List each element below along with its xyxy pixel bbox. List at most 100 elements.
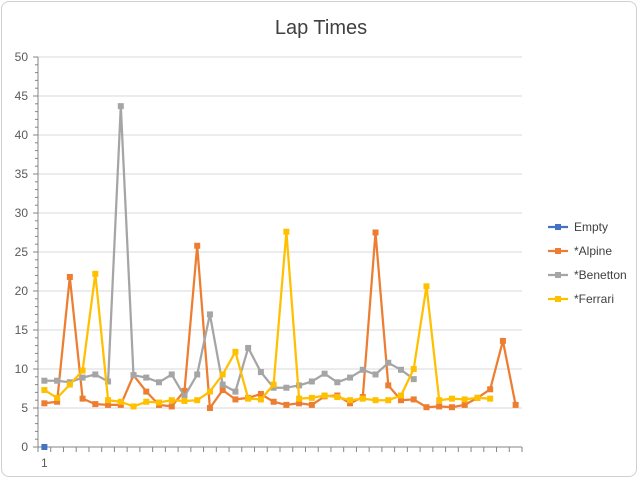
data-point	[92, 270, 99, 277]
x-axis-ticks: 1	[37, 447, 523, 470]
data-point	[512, 401, 519, 408]
data-point	[410, 396, 417, 403]
data-point	[347, 397, 354, 404]
data-point	[130, 372, 137, 379]
data-point	[54, 398, 61, 405]
legend-item: *Benetton	[548, 268, 627, 282]
data-point	[347, 374, 354, 381]
series-2	[41, 103, 417, 400]
data-point	[79, 367, 86, 374]
x-tick-label: 1	[41, 456, 48, 470]
legend-swatch-marker	[555, 296, 561, 302]
data-point	[168, 403, 175, 410]
data-point	[448, 404, 455, 411]
data-point	[219, 371, 226, 378]
data-point	[308, 394, 315, 401]
legend-label: *Alpine	[574, 244, 612, 258]
data-point	[257, 396, 264, 403]
y-tick-label: 5	[21, 401, 28, 415]
data-point	[105, 378, 112, 385]
legend-item: *Ferrari	[548, 292, 614, 306]
data-point	[66, 381, 73, 388]
data-point	[487, 395, 494, 402]
y-tick-label: 40	[15, 128, 29, 142]
data-point	[283, 384, 290, 391]
data-point	[66, 273, 73, 280]
data-point	[232, 396, 239, 403]
data-point	[41, 444, 48, 450]
data-point	[308, 401, 315, 408]
data-point	[296, 395, 303, 402]
data-point	[92, 401, 99, 408]
data-point	[321, 370, 328, 377]
data-point	[245, 395, 252, 402]
data-point	[385, 397, 392, 404]
data-point	[385, 359, 392, 366]
data-point	[423, 283, 430, 290]
data-point	[461, 396, 468, 403]
data-point	[219, 387, 226, 394]
data-point	[232, 388, 239, 395]
series-0	[41, 444, 48, 450]
series-layer	[41, 103, 519, 450]
data-point	[219, 381, 226, 388]
data-point	[410, 376, 417, 383]
legend-swatch-marker	[555, 248, 561, 254]
data-point	[398, 397, 404, 404]
data-point	[143, 398, 150, 405]
data-point	[359, 395, 366, 402]
line-chart: Lap Times 0 5 10 15 20 25 30 35 40 45 50 1 Empty *A…	[15, 17, 627, 470]
legend-item: Empty	[548, 220, 608, 234]
data-point	[283, 401, 290, 408]
data-point	[194, 242, 201, 249]
data-point	[487, 386, 494, 393]
data-point	[79, 374, 86, 381]
data-point	[156, 379, 162, 386]
data-point	[398, 366, 404, 373]
y-axis-tick-labels: 0 5 10 15 20 25 30 35 40 45 50	[15, 50, 29, 454]
data-point	[117, 401, 124, 408]
data-point	[79, 395, 86, 402]
chart-frame: Lap Times 0 5 10 15 20 25 30 35 40 45 50 1 Empty *A…	[1, 1, 637, 477]
series-line	[44, 104, 415, 398]
data-point	[181, 387, 188, 394]
y-tick-label: 20	[15, 284, 29, 298]
data-point	[270, 381, 277, 388]
data-point	[321, 392, 328, 399]
data-point	[232, 348, 239, 355]
data-point	[257, 369, 264, 376]
legend-swatch-marker	[555, 272, 561, 278]
data-point	[436, 403, 443, 410]
data-point	[410, 366, 417, 372]
data-point	[92, 371, 99, 378]
series-3	[41, 228, 494, 410]
legend-label: *Ferrari	[574, 292, 614, 306]
data-point	[245, 344, 252, 351]
data-point	[359, 366, 366, 373]
data-point	[54, 377, 61, 384]
data-point	[130, 403, 137, 410]
legend-label: *Benetton	[574, 268, 627, 282]
data-point	[347, 400, 354, 407]
y-tick-label: 35	[15, 167, 29, 181]
data-point	[461, 401, 468, 408]
data-point	[270, 384, 277, 391]
data-point	[41, 377, 48, 384]
data-point	[372, 397, 379, 404]
data-point	[206, 388, 213, 395]
data-point	[308, 378, 315, 385]
data-point	[372, 371, 379, 378]
data-point	[105, 397, 112, 404]
data-point	[105, 401, 112, 408]
y-tick-label: 30	[15, 206, 29, 220]
data-point	[117, 103, 124, 110]
data-point	[143, 374, 150, 381]
data-point	[206, 405, 213, 411]
legend: Empty *Alpine *Benetton *Ferrari	[548, 220, 627, 306]
data-point	[117, 398, 124, 405]
data-point	[448, 395, 455, 402]
data-point	[206, 311, 213, 318]
data-point	[385, 382, 392, 389]
gridlines	[38, 56, 522, 409]
y-tick-label: 10	[15, 362, 29, 376]
